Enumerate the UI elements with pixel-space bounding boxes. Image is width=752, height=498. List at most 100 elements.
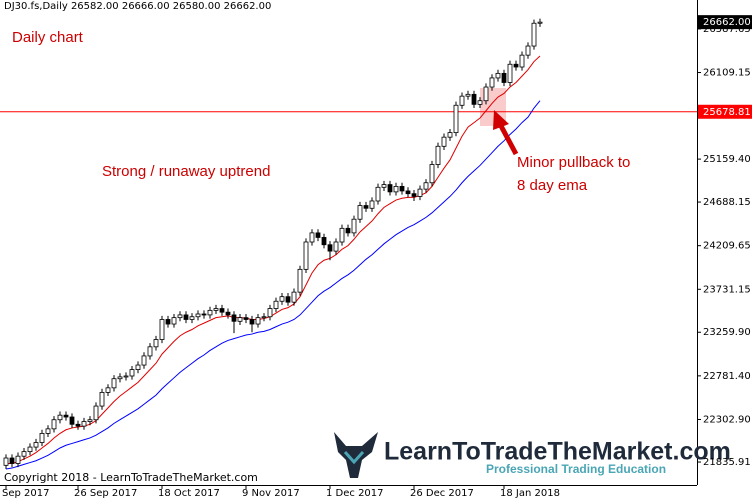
y-tick-label: 21835.91 [703,457,751,468]
candle-body [153,339,159,348]
annotation: 8 day ema [517,177,588,194]
candle-body [219,308,225,313]
logo-icon-accent [343,450,365,465]
annotation: Minor pullback to [517,154,630,171]
x-tick-label: 18 Oct 2017 [158,488,220,498]
candle-body [267,308,273,318]
y-tick-label: 25159.40 [703,154,751,165]
h-line-label-box [698,104,752,119]
candle-body [423,182,429,190]
candle-body [123,375,129,378]
candle-body [429,164,435,184]
candle-body [249,319,255,325]
arrow-head [493,110,509,130]
annotation: Strong / runaway uptrend [102,163,270,180]
candle-body [57,414,63,421]
candle-body [183,314,189,320]
candle-body [441,136,447,147]
candle-body [27,446,33,453]
arrow-shaft [497,122,519,156]
candle-body [225,311,231,316]
candle-body [189,316,195,320]
candle-body [129,369,135,377]
candle-body [3,457,9,466]
candle-body [99,391,105,407]
candle-body [477,100,483,105]
ema-line [6,55,541,464]
candle-body [117,376,123,380]
copyright: Copyright 2018 - LearnToTradeTheMarket.c… [4,471,258,484]
x-tick-label: 18 Jan 2018 [500,488,560,498]
candle-body [501,72,507,83]
last-price-label: 26662.00 [703,17,751,28]
candle-body [171,317,177,325]
candle-body [279,296,285,302]
candle-body [111,378,117,389]
candle-body [255,317,261,325]
candle-body [495,72,501,79]
arrow [493,110,519,156]
logo-subtitle: Professional Trading Education [486,462,666,476]
candle-body [93,405,99,421]
candle-body [285,296,291,303]
candle-body [207,309,213,316]
candle-body [273,300,279,309]
candle-body [201,313,207,316]
candle-body [531,22,537,47]
candle-body [33,442,39,448]
candle-body [483,86,489,102]
y-tick-label: 26109.15 [703,68,751,79]
candle-body [453,104,459,134]
candle-body [387,184,393,193]
y-tick-label: 24209.65 [703,241,751,252]
x-tick-label: 26 Dec 2017 [410,488,474,498]
candle-body [195,313,201,318]
candle-body [81,421,87,427]
candle-body [507,63,513,83]
candle-body [165,319,171,325]
candle-body [63,414,69,418]
logo-title: LearnToTradeTheMarket.com [384,438,731,466]
y-tick-label: 24688.15 [703,197,751,208]
candle-body [51,419,57,430]
candle-body [471,93,477,105]
h-line-label: 25678.81 [703,107,751,118]
candle-body [21,451,27,457]
candle-body [237,317,243,322]
candle-body [141,355,147,366]
candle-body [159,319,165,340]
candle-body [297,268,303,293]
candle-body [9,457,15,464]
candle-body [315,232,321,238]
candle-body [489,77,495,88]
candle-body [69,416,75,425]
logo: LearnToTradeTheMarket.com Professional T… [334,432,731,478]
candle-body [147,346,153,357]
candle-body [45,428,51,434]
candle-body [327,244,333,252]
candle-body [519,54,525,68]
candle-body [303,241,309,270]
candle-body [243,317,249,320]
candle-body [417,188,423,197]
candle-body [333,241,339,252]
candle-body [75,423,81,427]
y-tick-label: 23259.90 [703,327,751,338]
logo-icon [334,432,378,478]
candle-body [291,291,297,303]
candle-body [105,387,111,393]
y-tick-label: 22781.40 [703,371,751,382]
x-tick-label: 1 Dec 2017 [326,488,384,498]
candle-body [513,63,519,68]
candle-body [177,314,183,319]
candle-body [309,232,315,243]
candle-body [405,190,411,195]
last-price-box [698,15,752,30]
candle-body [411,193,417,197]
candle-body [231,314,237,322]
candle-body [351,218,357,234]
candle-body [525,45,531,56]
plot [0,18,697,470]
